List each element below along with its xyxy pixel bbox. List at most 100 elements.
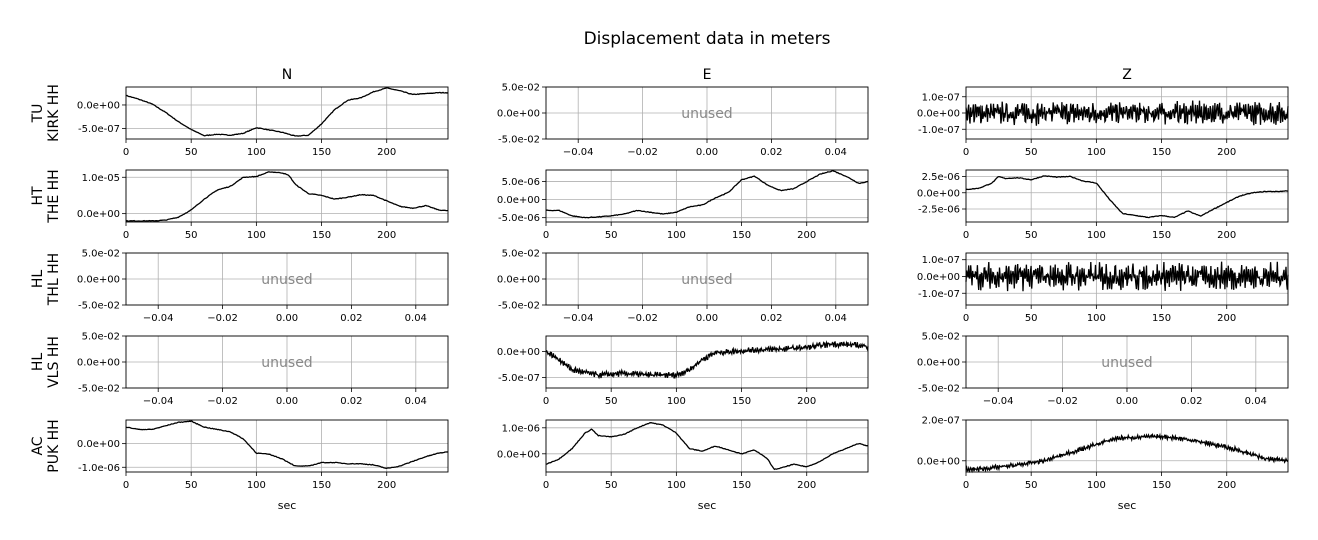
y-tick-label: 5.0e-02 (82, 249, 120, 260)
column-title: E (703, 67, 712, 83)
subplot-0-1: unused −0.04 −0.02 0.00 0.02 0.04 5.0e-02 0.0e+… (497, 83, 869, 158)
x-tick-label: 100 (1087, 313, 1106, 324)
subplot-1-0: 0 50 100 150 200 1.0e-05 0.0e+00 (77, 169, 449, 241)
x-tick-label: 200 (377, 230, 396, 241)
subplot-2-2: 0 50 100 150 200 1.0e-07 0.0e+00 -1.0e-07 (917, 252, 1289, 324)
row-label: HL THL HH (30, 253, 62, 306)
data-line (125, 420, 449, 469)
x-tick-label: 0 (963, 480, 969, 491)
data-line (545, 169, 869, 219)
x-tick-label: 200 (1217, 313, 1236, 324)
unused-label: unused (681, 272, 732, 288)
row-label-network: HL (30, 353, 46, 372)
x-tick-label: 150 (312, 147, 331, 158)
y-tick-label: 5.0e-06 (502, 177, 540, 188)
x-axis-label: sec (1118, 499, 1137, 512)
data-line (125, 171, 449, 222)
x-tick-label: 0.02 (1180, 396, 1202, 407)
subplot-4-0: 0 50 100 150 200 0.0e+00 -1.0e-06 sec (77, 419, 449, 512)
x-tick-label: 200 (797, 396, 816, 407)
y-tick-label: 2.0e-07 (922, 416, 960, 427)
y-tick-label: -5.0e-07 (78, 124, 120, 135)
subplot-4-2: 0 50 100 150 200 2.0e-07 0.0e+00 sec (917, 416, 1289, 512)
x-tick-label: 0.04 (405, 396, 427, 407)
y-tick-label: 0.0e+00 (497, 449, 540, 460)
column-title: N (282, 67, 292, 83)
x-tick-label: 0.00 (696, 147, 718, 158)
y-tick-label: 0.0e+00 (497, 109, 540, 120)
x-axis-label: sec (698, 499, 717, 512)
row-label-network: TU (30, 104, 46, 124)
x-tick-label: −0.04 (983, 396, 1014, 407)
row-label-station: THE HH (46, 169, 62, 223)
y-tick-label: 5.0e-02 (502, 83, 540, 94)
y-tick-label: -1.0e-07 (918, 125, 960, 136)
subplot-3-0: unused −0.04 −0.02 0.00 0.02 0.04 5.0e-02 0.0e+… (77, 332, 449, 407)
subplot-2-0: unused −0.04 −0.02 0.00 0.02 0.04 5.0e-02 0.0e+… (77, 249, 449, 324)
y-tick-label: 5.0e-02 (502, 249, 540, 260)
y-tick-label: 5.0e-02 (922, 332, 960, 343)
row-label-station: PUK HH (46, 419, 62, 472)
axes-frame (545, 419, 869, 473)
x-tick-label: 200 (797, 480, 816, 491)
x-tick-label: 0.00 (696, 313, 718, 324)
data-line (965, 432, 1289, 474)
axes-frame (965, 169, 1289, 223)
x-tick-label: 50 (605, 396, 618, 407)
y-tick-label: 0.0e+00 (917, 188, 960, 199)
data-line (545, 340, 869, 380)
x-tick-label: −0.02 (627, 147, 658, 158)
y-tick-label: -5.0e-06 (498, 213, 540, 224)
x-tick-label: 50 (185, 230, 198, 241)
x-tick-label: −0.02 (627, 313, 658, 324)
x-tick-label: 0 (543, 230, 549, 241)
x-tick-label: 200 (1217, 480, 1236, 491)
x-tick-label: 0 (123, 147, 129, 158)
x-tick-label: 0 (543, 396, 549, 407)
x-tick-label: 200 (797, 230, 816, 241)
axes-frame (125, 419, 449, 473)
data-line (966, 175, 1289, 219)
axes-frame (125, 86, 449, 140)
x-tick-label: 0 (963, 230, 969, 241)
x-tick-label: 50 (185, 147, 198, 158)
x-tick-label: 100 (247, 480, 266, 491)
x-tick-label: 0.00 (276, 396, 298, 407)
subplot-4-1: 0 50 100 150 200 1.0e-06 0.0e+00 sec (497, 419, 869, 512)
row-label-network: HT (30, 186, 46, 206)
y-tick-label: 1.0e-05 (82, 173, 120, 184)
x-tick-label: 200 (377, 480, 396, 491)
y-tick-label: -5.0e-02 (78, 384, 120, 395)
row-label-network: HL (30, 270, 46, 289)
column-title: Z (1122, 67, 1132, 83)
unused-label: unused (261, 355, 312, 371)
y-tick-label: 1.0e-07 (922, 92, 960, 103)
y-tick-label: 0.0e+00 (77, 100, 120, 111)
row-label: HT THE HH (30, 169, 62, 223)
x-tick-label: 0.00 (276, 313, 298, 324)
subplot-1-2: 0 50 100 150 200 2.5e-06 0.0e+00 -2.5e-06 (917, 169, 1289, 241)
row-label: TU KIRK HH (30, 84, 62, 142)
x-tick-label: 50 (1025, 480, 1038, 491)
y-tick-label: -5.0e-02 (918, 384, 960, 395)
axes-frame (125, 169, 449, 223)
x-tick-label: 50 (1025, 230, 1038, 241)
axes-frame (965, 419, 1289, 473)
x-tick-label: 150 (732, 396, 751, 407)
subplot-0-0: 0 50 100 150 200 0.0e+00 -5.0e-07 (77, 86, 449, 158)
axes-frame (965, 252, 1289, 306)
x-tick-label: −0.04 (143, 313, 174, 324)
x-tick-label: 100 (1087, 147, 1106, 158)
y-tick-label: -5.0e-02 (78, 301, 120, 312)
x-tick-label: 0.00 (1116, 396, 1138, 407)
x-tick-label: 50 (1025, 313, 1038, 324)
x-tick-label: 200 (1217, 147, 1236, 158)
x-tick-label: −0.02 (207, 313, 238, 324)
row-label-station: VLS HH (46, 336, 62, 388)
subplot-3-1: 0 50 100 150 200 0.0e+00 -5.0e-07 (497, 335, 869, 407)
y-tick-label: 0.0e+00 (77, 358, 120, 369)
x-tick-label: 150 (1152, 147, 1171, 158)
x-tick-label: 100 (1087, 480, 1106, 491)
unused-label: unused (1101, 355, 1152, 371)
